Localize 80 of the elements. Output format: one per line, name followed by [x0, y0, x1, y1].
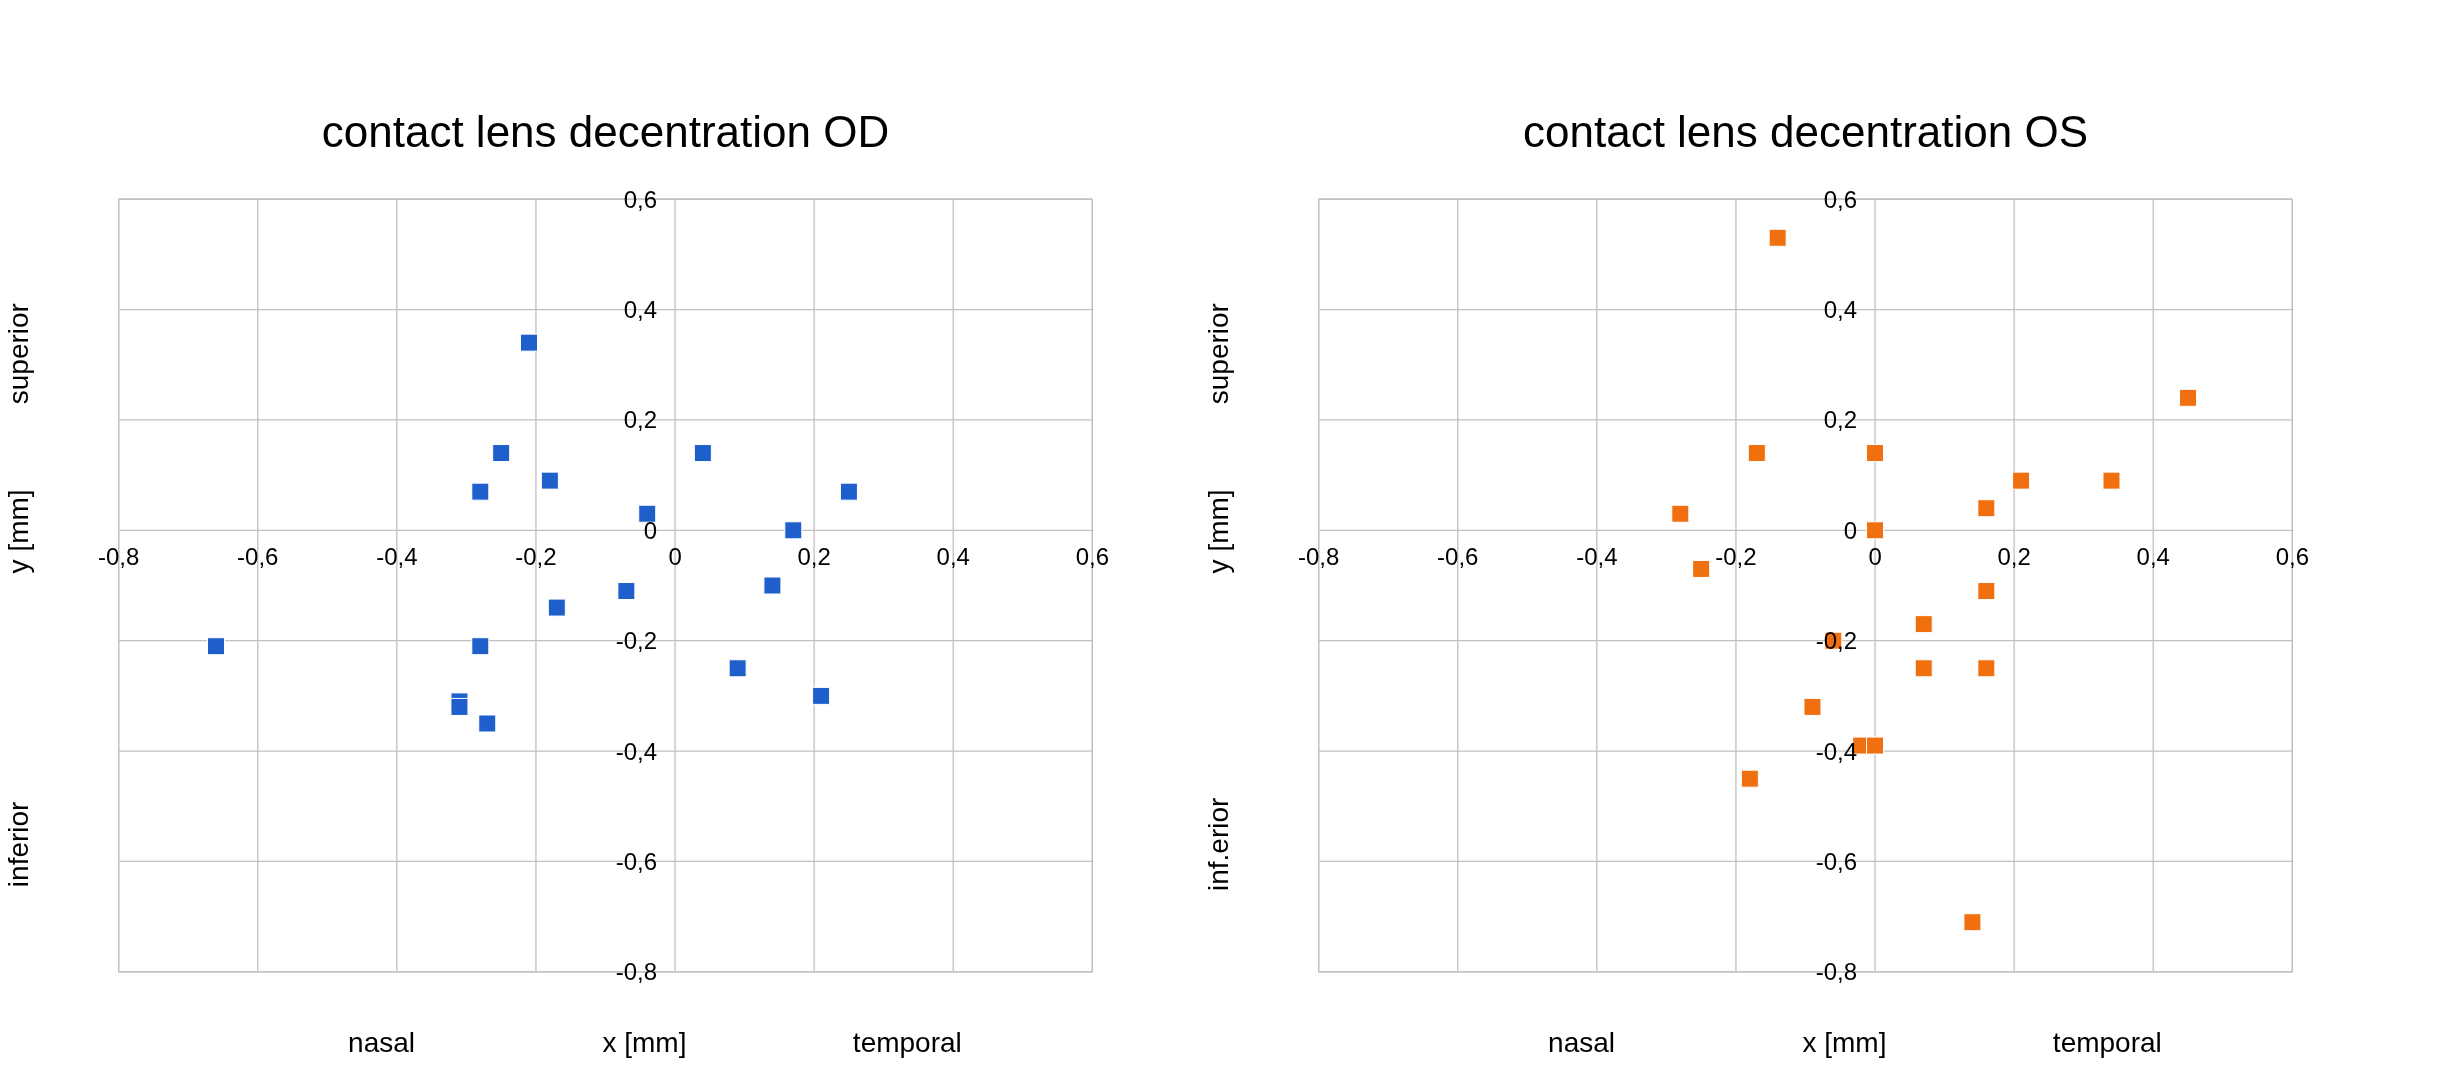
text: inf.erior — [1203, 797, 1235, 892]
y-tick-label: 0,2 — [1823, 406, 1858, 434]
y-tick-label: 0,6 — [623, 185, 658, 213]
x-tick-label: 0 — [668, 543, 682, 571]
y-axis-title: y [mm] — [1203, 489, 1235, 574]
x-tick-label: 0,2 — [1997, 543, 2031, 571]
x-axis-title: x [mm] — [602, 1026, 687, 1058]
x-tick-label: 0,4 — [2136, 543, 2170, 571]
point — [1740, 769, 1759, 788]
point — [1671, 504, 1690, 523]
x-tick-label: -0,6 — [1437, 543, 1479, 571]
y-axis-title: y [mm] — [3, 489, 35, 574]
point — [2179, 388, 2198, 407]
point — [540, 471, 559, 490]
point — [1977, 499, 1996, 518]
point — [1977, 659, 1996, 678]
point — [1692, 559, 1711, 578]
point — [1747, 444, 1766, 463]
point — [763, 576, 782, 595]
point — [1803, 697, 1822, 716]
text: temporal — [2052, 1026, 2162, 1058]
y-tick-label: -0,8 — [615, 958, 658, 986]
y-tick-label: 0,6 — [1823, 185, 1858, 213]
x-tick-label: -0,2 — [515, 543, 557, 571]
point — [478, 714, 497, 733]
x-tick-label: 0,6 — [1075, 543, 1110, 571]
point — [1963, 913, 1982, 932]
point — [693, 444, 712, 463]
y-tick-label: 0 — [1843, 516, 1858, 544]
text: superior — [1203, 303, 1235, 405]
point — [2012, 471, 2031, 490]
point — [1866, 444, 1885, 463]
point — [1977, 582, 1996, 601]
point — [1866, 521, 1885, 540]
y-tick-label: 0,2 — [623, 406, 658, 434]
chart-title: contact lens decentration OD — [321, 106, 890, 156]
text: superior — [3, 303, 35, 405]
y-tick-label: -0,2 — [615, 627, 658, 655]
point — [839, 482, 858, 501]
y-tick-label: -0,4 — [1815, 737, 1858, 765]
point — [728, 659, 747, 678]
y-tick-label: -0,4 — [615, 737, 658, 765]
x-tick-label: 0 — [1868, 543, 1882, 571]
point — [617, 582, 636, 601]
point — [492, 444, 511, 463]
y-tick-label: 0,4 — [623, 296, 658, 324]
x-tick-label: -0,8 — [1297, 543, 1340, 571]
point — [2102, 471, 2121, 490]
x-tick-label: -0,4 — [376, 543, 418, 571]
point — [520, 333, 538, 352]
y-tick-label: -0,6 — [1815, 847, 1858, 875]
x-tick-label: -0,8 — [97, 543, 140, 571]
point — [1914, 615, 1933, 634]
point — [1914, 659, 1933, 678]
text: nasal — [348, 1026, 416, 1058]
y-tick-label: 0 — [643, 516, 658, 544]
point — [547, 598, 566, 617]
x-tick-label: 0,4 — [936, 543, 970, 571]
point — [1768, 228, 1787, 247]
chart-title: contact lens decentration OS — [1523, 106, 2088, 156]
point — [471, 482, 490, 501]
y-tick-label: -0,8 — [1815, 958, 1858, 986]
point — [812, 686, 831, 705]
text: inferior — [3, 801, 35, 888]
y-tick-label: 0,4 — [1823, 296, 1858, 324]
x-tick-label: -0,2 — [1715, 543, 1757, 571]
point — [207, 637, 226, 656]
x-axis-title: x [mm] — [1802, 1026, 1887, 1058]
x-tick-label: -0,4 — [1576, 543, 1618, 571]
point — [784, 521, 803, 540]
point — [450, 697, 469, 716]
point — [638, 504, 657, 523]
x-tick-label: 0,6 — [2275, 543, 2310, 571]
text: nasal — [1548, 1026, 1616, 1058]
point — [471, 637, 490, 656]
x-tick-label: -0,6 — [237, 543, 279, 571]
x-tick-label: 0,2 — [797, 543, 831, 571]
y-tick-label: -0,6 — [615, 847, 658, 875]
point — [1866, 736, 1885, 755]
text: temporal — [852, 1026, 962, 1058]
